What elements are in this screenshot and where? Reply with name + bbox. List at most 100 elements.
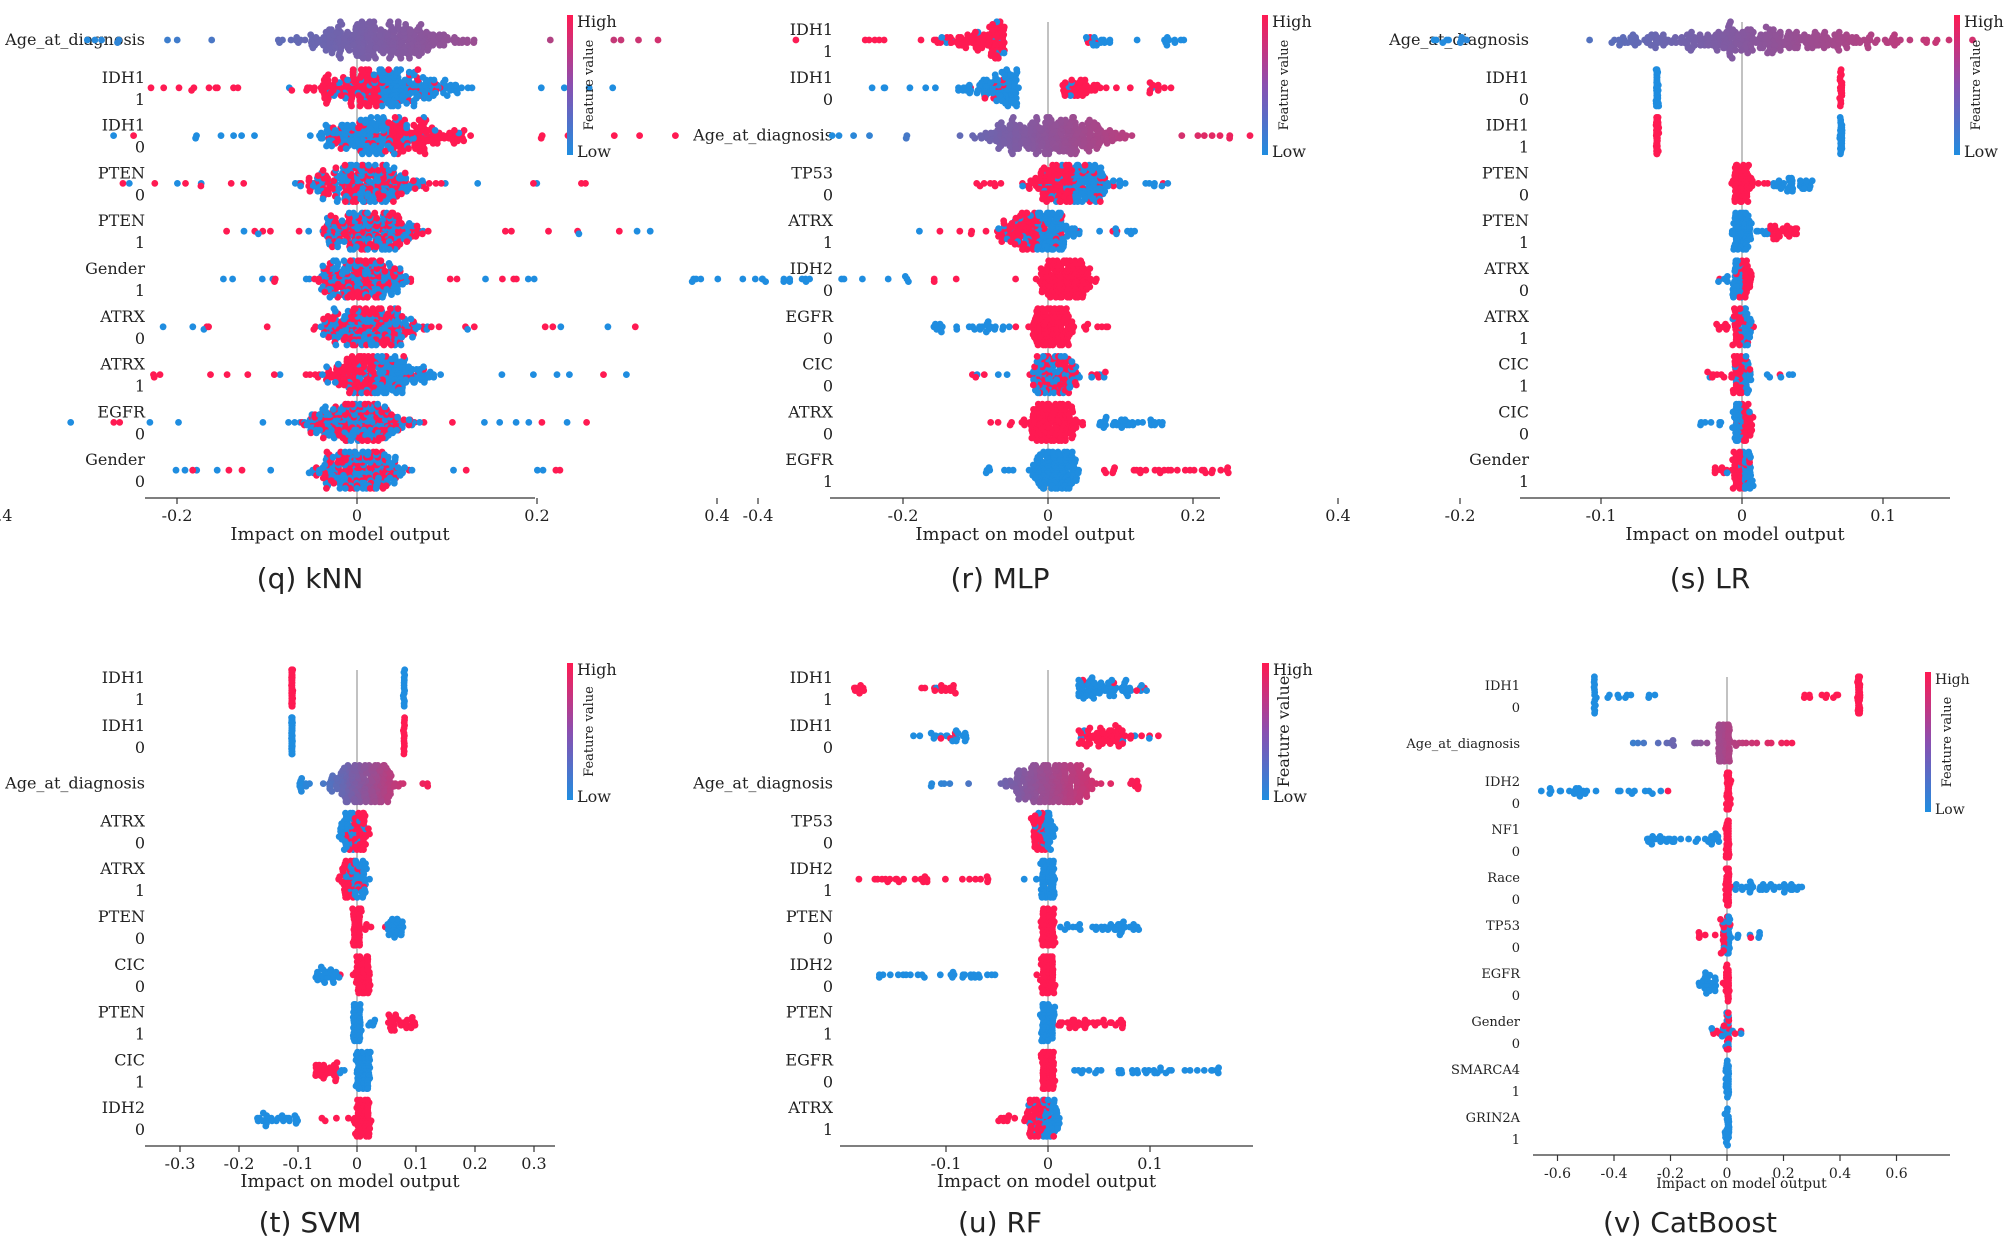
feature-label: IDH1 <box>102 68 145 87</box>
shap-point <box>545 227 552 235</box>
shap-point <box>362 116 370 124</box>
shap-point <box>374 400 382 408</box>
feature-value-label: 1 <box>135 377 145 396</box>
shap-point <box>525 419 533 426</box>
shap-point <box>319 167 327 174</box>
shap-point <box>1086 116 1093 124</box>
shap-point <box>1034 389 1042 397</box>
shap-point <box>1097 164 1105 172</box>
shap-point <box>1055 246 1063 253</box>
shap-point <box>334 360 342 368</box>
shap-point <box>1167 84 1175 92</box>
shap-point <box>1178 132 1186 140</box>
shap-point <box>370 71 378 79</box>
shap-point <box>337 54 344 62</box>
feature-label: ATRX <box>787 402 833 421</box>
shap-point <box>435 323 443 331</box>
shap-point <box>410 134 417 142</box>
feature-value-label: 0 <box>135 329 145 348</box>
shap-point <box>575 230 583 238</box>
shap-point <box>538 419 546 426</box>
shap-point <box>340 336 348 344</box>
shap-point <box>932 320 939 328</box>
shap-point <box>319 262 327 270</box>
x-tick-label: 0.2 <box>524 506 549 525</box>
shap-point <box>331 126 339 134</box>
shap-point <box>880 36 888 44</box>
shap-point <box>320 315 327 323</box>
shap-point <box>1092 278 1099 285</box>
shap-point <box>197 182 205 190</box>
shap-point <box>917 36 925 44</box>
shap-point <box>390 150 398 158</box>
shap-point <box>450 466 457 474</box>
shap-point <box>327 373 335 381</box>
shap-point <box>1063 233 1071 240</box>
shap-point <box>373 114 381 121</box>
shap-point <box>398 333 406 341</box>
shap-point <box>349 66 357 73</box>
shap-point <box>364 54 372 62</box>
shap-point <box>305 469 313 477</box>
shap-point <box>403 121 411 129</box>
feature-value-label: 0 <box>823 424 833 443</box>
feature-label: IDH1 <box>790 68 833 87</box>
shap-point <box>329 185 337 193</box>
beeswarm-row <box>916 209 1138 253</box>
shap-point <box>394 413 401 421</box>
shap-point <box>1077 257 1085 265</box>
shap-point <box>1063 305 1070 312</box>
shap-point <box>1216 132 1224 140</box>
shap-point <box>1065 341 1072 349</box>
shap-point <box>447 81 455 89</box>
shap-point <box>389 47 397 54</box>
shap-point <box>433 140 441 147</box>
shap-point <box>1032 275 1040 283</box>
shap-point <box>1049 161 1056 169</box>
shap-point <box>1163 41 1171 49</box>
shap-point <box>1103 140 1111 147</box>
shap-point <box>1008 220 1016 227</box>
shap-point <box>1035 185 1042 193</box>
shap-point <box>1069 114 1076 121</box>
shap-point <box>372 485 380 492</box>
shap-point <box>1007 238 1015 246</box>
shap-point <box>992 137 1000 145</box>
shap-point <box>1025 145 1032 153</box>
shap-point <box>530 180 537 187</box>
shap-point <box>365 102 373 110</box>
shap-point <box>410 121 418 129</box>
shap-point <box>1090 41 1097 49</box>
shap-point <box>399 49 406 57</box>
shap-point <box>987 79 995 86</box>
shap-panel-1: IDH11IDH10Age_at_diagnosisTP530ATRX1IDH2… <box>688 12 1351 595</box>
shap-point <box>323 448 331 456</box>
shap-point <box>368 119 376 126</box>
shap-point <box>358 150 366 158</box>
shap-point <box>410 102 418 110</box>
shap-point <box>976 182 984 190</box>
shap-point <box>337 283 345 291</box>
shap-point <box>1000 217 1008 225</box>
shap-point <box>394 18 402 26</box>
shap-point <box>451 39 459 46</box>
shap-point <box>1089 195 1097 203</box>
shap-point <box>984 41 992 49</box>
shap-point <box>287 36 295 44</box>
shap-point <box>1003 371 1011 378</box>
shap-point <box>319 434 327 442</box>
shap-point <box>1133 36 1141 44</box>
shap-point <box>1194 132 1202 140</box>
shap-point <box>557 323 565 331</box>
shap-point <box>429 31 437 39</box>
shap-point <box>1031 315 1039 323</box>
shap-point <box>1068 318 1076 325</box>
shap-point <box>1088 373 1096 381</box>
shap-point <box>341 448 349 456</box>
beeswarm-row <box>223 209 654 253</box>
shap-point <box>398 313 406 320</box>
shap-point <box>229 275 237 283</box>
shap-point <box>991 326 999 333</box>
beeswarm-row <box>688 257 1100 301</box>
